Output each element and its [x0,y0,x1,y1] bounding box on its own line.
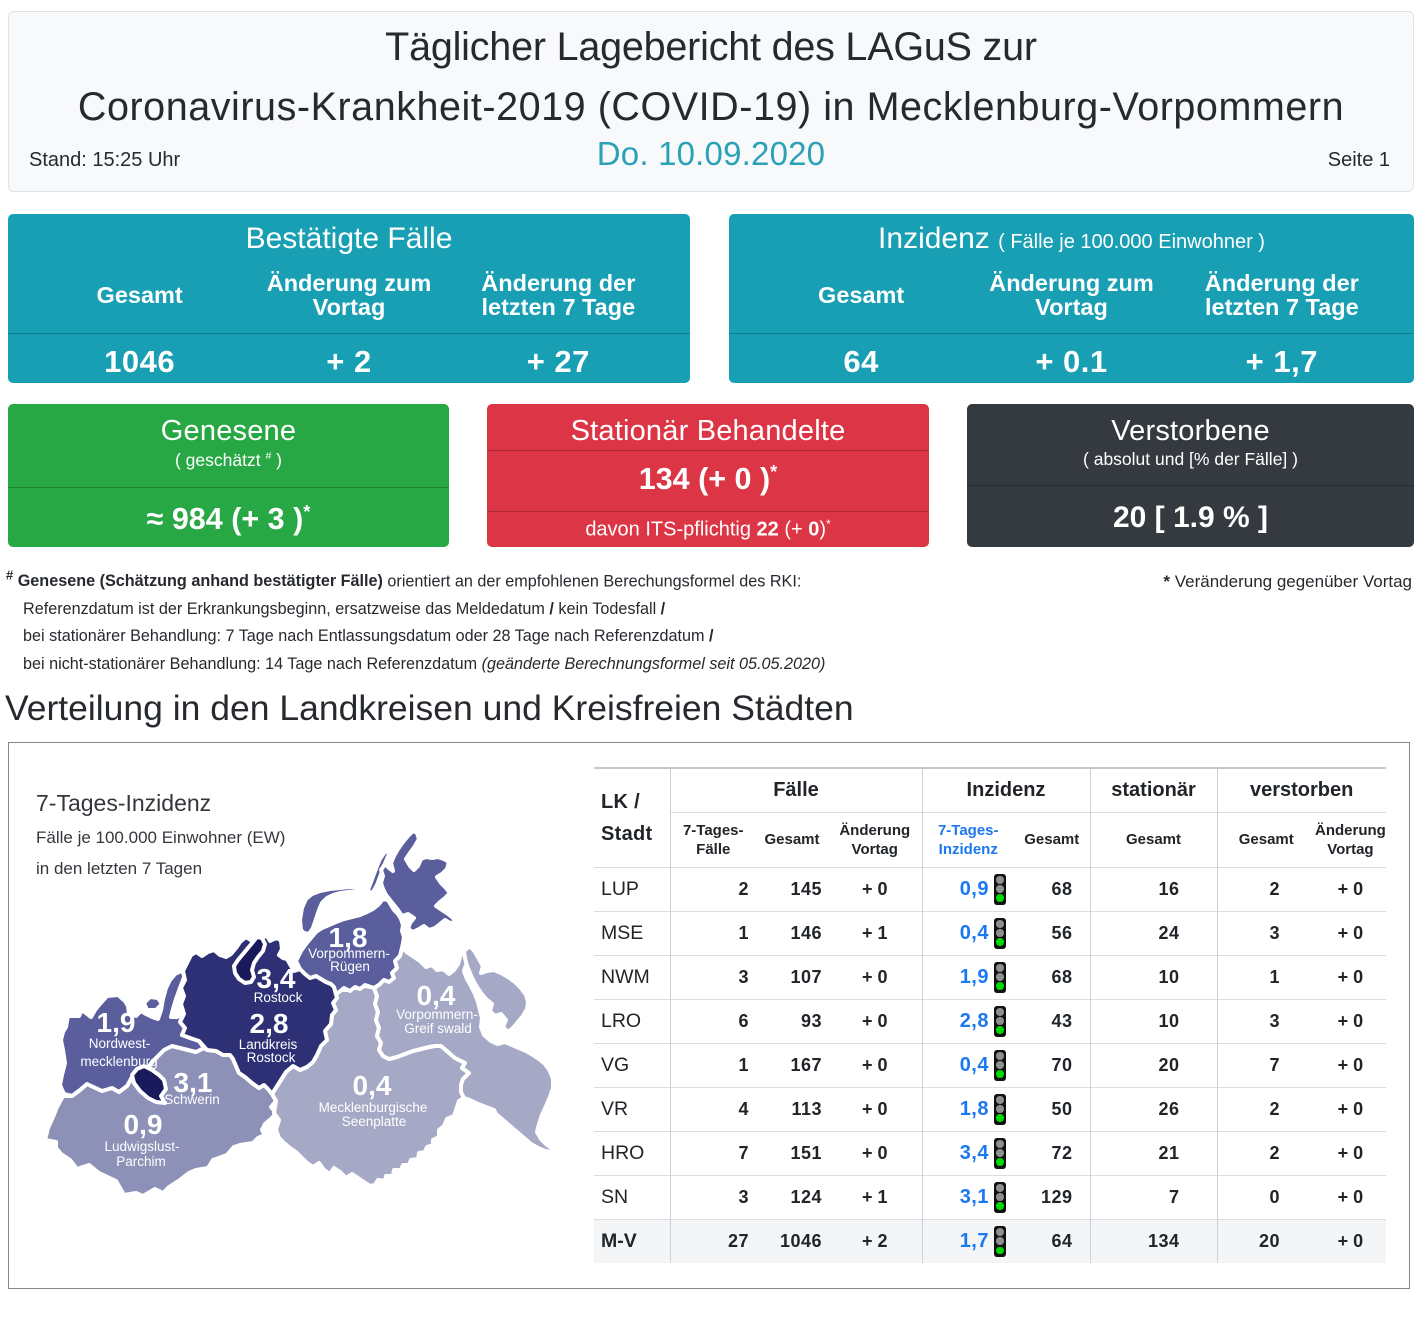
svg-text:Seenplatte: Seenplatte [342,1114,407,1129]
svg-text:Mecklenburgische: Mecklenburgische [319,1100,428,1115]
svg-text:Parchim: Parchim [116,1154,166,1169]
svg-text:Rügen: Rügen [330,959,370,974]
svg-text:Ludwigslust-: Ludwigslust- [104,1139,179,1154]
svg-text:Vorpommern-: Vorpommern- [396,1007,478,1022]
svg-text:1,9: 1,9 [97,1007,136,1038]
svg-text:0,4: 0,4 [353,1070,392,1101]
svg-text:Vorpommern-: Vorpommern- [308,946,390,961]
svg-text:1,8: 1,8 [329,922,368,953]
svg-text:Schwerin: Schwerin [164,1092,220,1107]
svg-text:0,4: 0,4 [417,980,456,1011]
svg-text:Nordwest-: Nordwest- [89,1036,151,1051]
svg-text:3,1: 3,1 [174,1067,213,1098]
svg-text:Rostock: Rostock [247,1050,296,1065]
svg-text:3,4: 3,4 [257,963,296,994]
svg-text:Rostock: Rostock [254,990,303,1005]
svg-text:mecklenburg: mecklenburg [80,1054,157,1069]
svg-text:0,9: 0,9 [124,1109,163,1140]
svg-text:Greif swald: Greif swald [404,1021,472,1036]
svg-text:2,8: 2,8 [250,1008,289,1039]
svg-text:Landkreis: Landkreis [239,1037,298,1052]
